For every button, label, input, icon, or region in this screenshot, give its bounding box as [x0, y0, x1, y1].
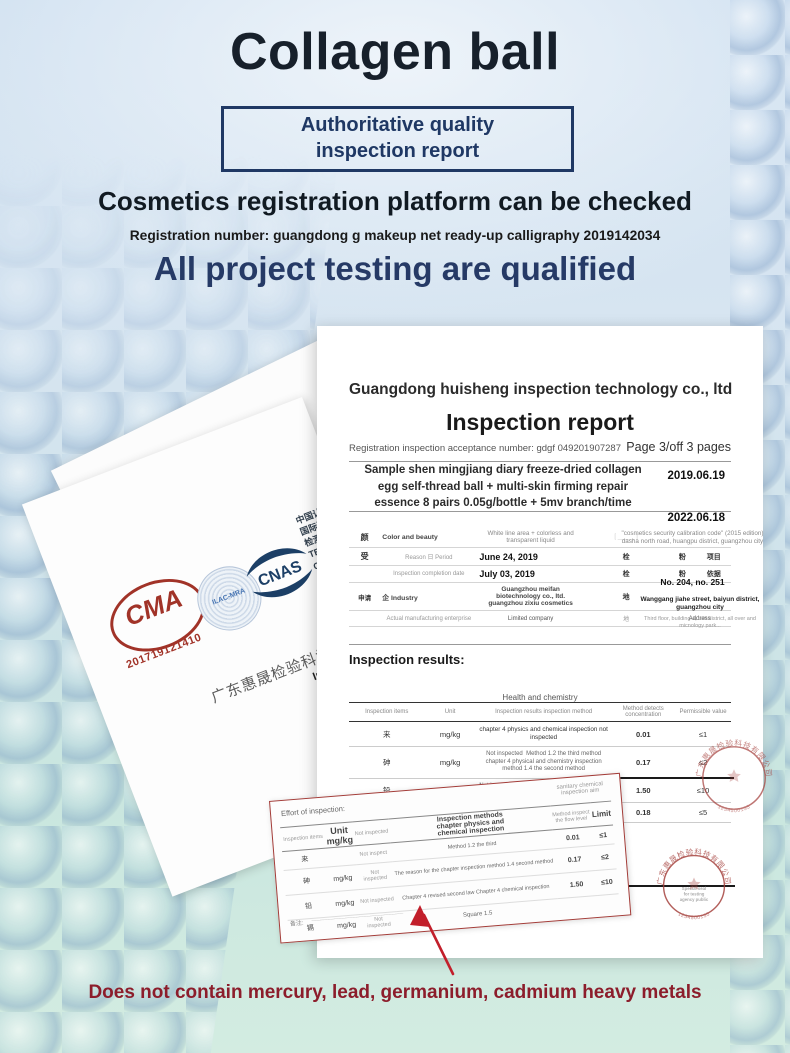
svg-text:1234500135: 1234500135 [716, 804, 751, 814]
svg-text:for testing: for testing [684, 892, 705, 897]
svg-text:1234500135: 1234500135 [677, 911, 711, 921]
svg-text:agency public: agency public [680, 897, 709, 902]
